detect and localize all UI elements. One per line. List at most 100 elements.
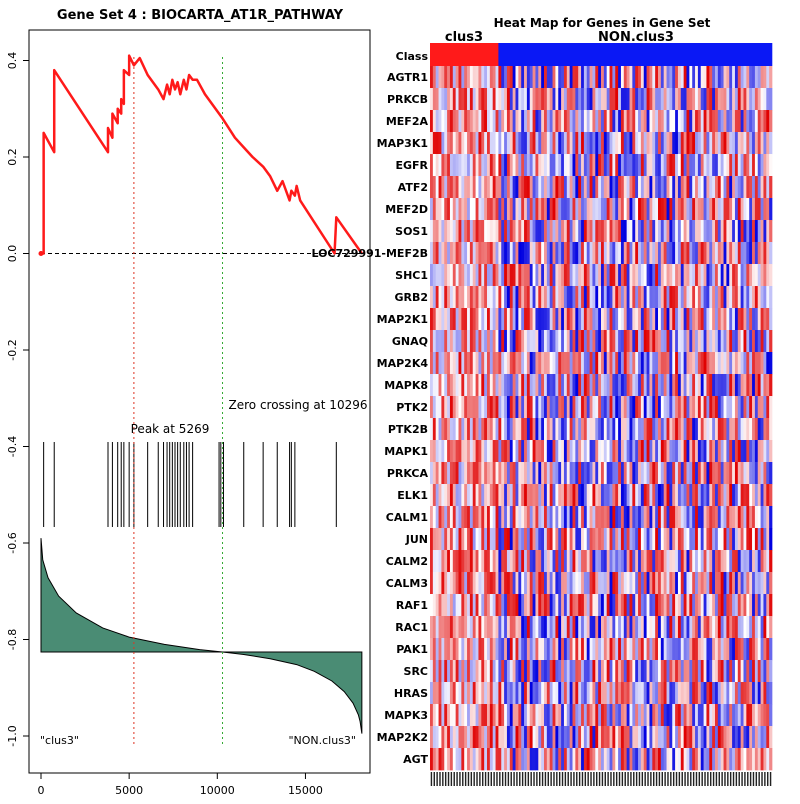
heatmap-cell [555,550,559,573]
heatmap-cell [737,550,741,573]
heatmap-cell [646,264,650,287]
heatmap-cell [546,374,551,397]
heatmap-cell [726,132,730,155]
heatmap-cell [686,440,690,463]
heatmap-cell [544,418,548,441]
heatmap-cell [589,176,593,199]
peak-label: Peak at 5269 [131,422,210,436]
heatmap-cell [541,418,545,441]
heatmap-cell [643,264,647,287]
heatmap-cell [578,154,582,177]
heatmap-cell [723,264,727,287]
heatmap-cell [640,638,645,661]
heatmap-cell [712,286,716,309]
heatmap-cell [432,748,437,771]
heatmap-cell [686,242,690,265]
heatmap-cell [632,66,636,89]
heatmap-cell [455,528,459,551]
heatmap-cell [529,220,533,243]
heatmap-cell [672,286,676,309]
heatmap-cell [572,286,576,309]
heatmap-cell [757,660,761,683]
heatmap-cell [529,440,533,463]
heatmap-cell [729,198,733,221]
heatmap-cell [763,682,767,705]
heatmap-cell [757,374,761,397]
heatmap-cell [717,374,722,397]
heatmap-cell [563,352,568,375]
heatmap-cell [495,418,499,441]
heatmap-cell [469,638,474,661]
heatmap-cell [669,110,673,133]
heatmap-cell [706,572,710,595]
heatmap-cell [677,726,682,749]
heatmap-cell [472,704,476,727]
heatmap-cell [504,660,508,683]
heatmap-cell [549,440,553,463]
heatmap-cell [506,220,511,243]
heatmap-cell [495,308,499,331]
heatmap-cell [732,352,736,375]
heatmap-cell [715,484,719,507]
heatmap-cell [618,572,622,595]
heatmap-cell [743,308,747,331]
heatmap-cell [558,528,562,551]
heatmap-cell [438,374,442,397]
heatmap-cell [515,66,519,89]
heatmap-cell [629,594,633,617]
heatmap-cell [695,462,699,485]
heatmap-cell [726,110,730,133]
heatmap-cell [458,418,462,441]
heatmap-cell [586,66,590,89]
heatmap-cell [737,462,741,485]
heatmap-cell [575,330,579,353]
heatmap-cell [512,396,516,419]
heatmap-cell [592,66,596,89]
heatmap-cell [706,638,710,661]
heatmap-cell [509,440,513,463]
heatmap-cell [501,440,505,463]
heatmap-cell [618,242,622,265]
heatmap-cell [601,462,605,485]
heatmap-cell [572,198,576,221]
heatmap-cell [712,638,716,661]
heatmap-cell [697,484,702,507]
heatmap-cell [692,66,696,89]
heatmap-cell [487,484,491,507]
heatmap-cell [620,616,625,639]
heatmap-cell [581,264,585,287]
heatmap-cell [586,660,590,683]
heatmap-cell [623,286,627,309]
heatmap-cell [509,506,513,529]
heatmap-cell [515,286,519,309]
heatmap-cell [658,660,662,683]
heatmap-cell [666,572,670,595]
heatmap-cell [643,176,647,199]
heatmap-cell [529,110,533,133]
heatmap-cell [734,418,739,441]
heatmap-cell [452,616,456,639]
heatmap-cell [432,286,437,309]
heatmap-cell [658,308,662,331]
heatmap-cell [601,484,605,507]
heatmap-cell [467,132,471,155]
enrichment-score-curve [38,54,363,256]
heatmap-cell [615,396,619,419]
heatmap-cell [449,594,454,617]
sample-label-tick [638,772,641,786]
heatmap-cell [458,638,462,661]
heatmap-cell [467,220,471,243]
heatmap-cell [481,660,485,683]
heatmap-cell [649,154,653,177]
heatmap-cell [737,374,741,397]
heatmap-cell [583,418,588,441]
heatmap-cell [552,484,556,507]
heatmap-cell [478,330,482,353]
heatmap-cell [723,66,727,89]
heatmap-cell [495,176,499,199]
heatmap-cell [575,660,579,683]
heatmap-cell [464,572,468,595]
heatmap-cell [538,682,542,705]
heatmap-cell [740,528,744,551]
heatmap-cell [638,594,642,617]
